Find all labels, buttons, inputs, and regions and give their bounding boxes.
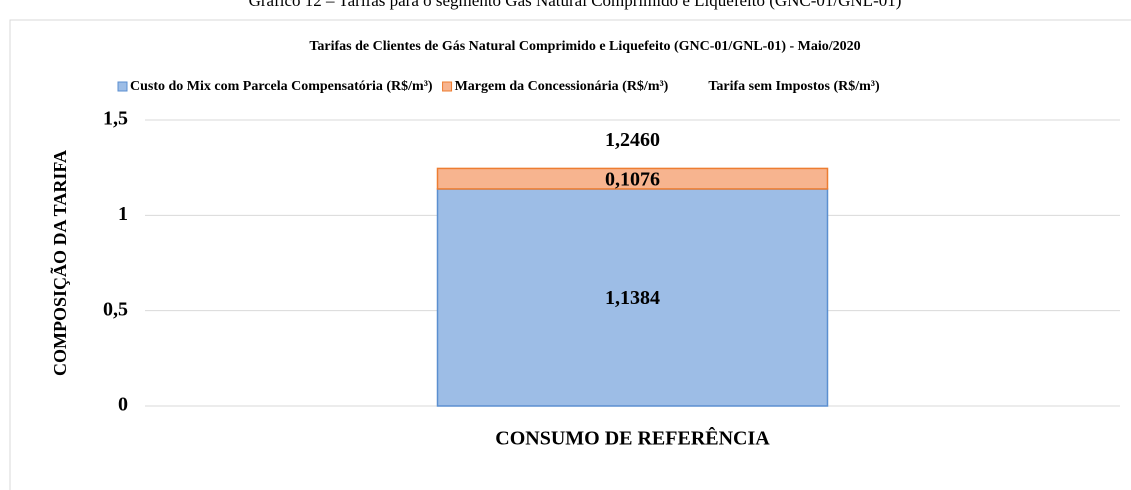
y-tick-label: 0,5 bbox=[103, 298, 128, 320]
total-label: 1,2460 bbox=[605, 129, 660, 151]
legend-label: Margem da Concessionária (R$/m³) bbox=[455, 79, 669, 94]
chart-frame bbox=[9, 19, 1131, 490]
data-label: 0,1076 bbox=[605, 168, 660, 190]
legend-swatch bbox=[117, 81, 128, 92]
legend-label: Custo do Mix com Parcela Compensatória (… bbox=[130, 79, 433, 94]
y-axis-label: COMPOSIÇÃO DA TARIFA bbox=[49, 150, 70, 376]
legend-label: Tarifa sem Impostos (R$/m³) bbox=[708, 79, 880, 94]
legend-swatch bbox=[442, 81, 453, 92]
bar-segment bbox=[436, 167, 829, 190]
y-tick-label: 1,5 bbox=[103, 108, 128, 130]
y-tick-label: 0 bbox=[118, 394, 128, 416]
caption: Gráfico 12 – Tarifas para o segmento Gás… bbox=[249, 0, 902, 10]
bar-segment bbox=[436, 188, 829, 407]
chart-title: Tarifas de Clientes de Gás Natural Compr… bbox=[309, 39, 860, 54]
y-tick-label: 1 bbox=[118, 203, 128, 225]
data-label: 1,1384 bbox=[605, 287, 660, 309]
x-tick-label: CONSUMO DE REFERÊNCIA bbox=[495, 426, 770, 450]
